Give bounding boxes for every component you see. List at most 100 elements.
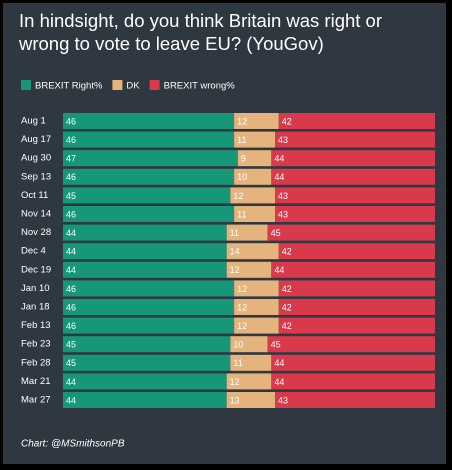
source: Chart: @MSmithsonPB bbox=[21, 439, 125, 450]
bar-segment bbox=[63, 243, 227, 260]
bar-segment bbox=[63, 317, 235, 334]
legend-label: BREXIT wrong% bbox=[164, 81, 236, 92]
legend-swatch bbox=[149, 80, 160, 90]
value-label: 10 bbox=[237, 172, 247, 182]
value-label: 12 bbox=[237, 284, 247, 294]
bar-segment bbox=[226, 392, 276, 408]
value-label: 42 bbox=[282, 116, 292, 126]
bar-segment bbox=[63, 131, 235, 148]
bar-segment bbox=[63, 206, 235, 222]
bar-segment bbox=[271, 373, 435, 390]
y-tick-label: Dec 4 bbox=[21, 246, 46, 257]
bar-segment bbox=[63, 280, 235, 297]
value-label: 45 bbox=[66, 340, 76, 350]
bar-segment bbox=[234, 280, 279, 297]
y-tick-label: Nov 14 bbox=[21, 209, 51, 220]
bar-segment bbox=[63, 354, 231, 371]
bar-segment bbox=[278, 299, 435, 315]
value-label: 11 bbox=[237, 135, 246, 145]
value-label: 11 bbox=[233, 358, 242, 368]
bar-segment bbox=[226, 373, 272, 390]
value-label: 11 bbox=[230, 228, 239, 238]
value-label: 10 bbox=[233, 340, 243, 350]
bar-segment bbox=[63, 150, 238, 167]
bar-segment bbox=[275, 206, 435, 222]
bar-segment bbox=[271, 150, 435, 167]
value-label: 42 bbox=[282, 247, 292, 257]
legend-label: DK bbox=[126, 81, 140, 92]
chart-title: In hindsight, do you think Britain was r… bbox=[19, 10, 382, 54]
value-label: 44 bbox=[66, 228, 76, 238]
value-label: 43 bbox=[278, 395, 288, 405]
bar-segment bbox=[234, 299, 279, 315]
bar-segment bbox=[63, 168, 235, 185]
value-label: 45 bbox=[66, 191, 76, 201]
bar-segment bbox=[63, 113, 235, 129]
bar-segment bbox=[63, 261, 227, 278]
y-tick-label: Aug 17 bbox=[21, 134, 51, 145]
value-label: 45 bbox=[66, 358, 76, 368]
y-tick-label: Feb 23 bbox=[21, 339, 51, 350]
value-label: 46 bbox=[66, 116, 76, 126]
bar-segment bbox=[234, 168, 272, 185]
value-label: 42 bbox=[282, 302, 292, 312]
value-label: 12 bbox=[233, 191, 243, 201]
bar-segment bbox=[230, 336, 268, 353]
value-label: 11 bbox=[237, 209, 246, 219]
y-tick-label: Feb 13 bbox=[21, 320, 51, 331]
value-label: 46 bbox=[66, 284, 76, 294]
value-label: 43 bbox=[278, 135, 288, 145]
bar-segment bbox=[271, 168, 435, 185]
value-label: 12 bbox=[237, 116, 247, 126]
y-tick-label: Nov 28 bbox=[21, 227, 51, 238]
bar-segment bbox=[230, 354, 272, 371]
y-tick-label: Sep 13 bbox=[21, 171, 51, 182]
value-label: 14 bbox=[230, 247, 240, 257]
bar-segment bbox=[275, 392, 435, 408]
value-label: 13 bbox=[230, 395, 240, 405]
bar-segment bbox=[278, 317, 435, 334]
y-tick-label: Dec 19 bbox=[21, 264, 51, 275]
bar-segment bbox=[63, 373, 227, 390]
bar-segment bbox=[278, 280, 435, 297]
value-label: 45 bbox=[271, 228, 281, 238]
value-label: 46 bbox=[66, 172, 76, 182]
bar-segment bbox=[267, 224, 435, 241]
value-label: 12 bbox=[237, 302, 247, 312]
y-tick-label: Jan 10 bbox=[21, 283, 50, 294]
bar-segment bbox=[234, 113, 279, 129]
value-label: 44 bbox=[66, 247, 76, 257]
legend-swatch bbox=[112, 80, 123, 90]
value-label: 45 bbox=[271, 340, 281, 350]
value-label: 44 bbox=[274, 358, 284, 368]
value-label: 9 bbox=[241, 154, 246, 164]
value-label: 44 bbox=[274, 377, 284, 387]
bar-segment bbox=[234, 131, 276, 148]
bar-segment bbox=[278, 113, 435, 129]
value-label: 12 bbox=[230, 265, 240, 275]
y-tick-label: Aug 1 bbox=[21, 116, 46, 127]
bar-segment bbox=[63, 392, 227, 408]
y-tick-label: Mar 21 bbox=[21, 376, 51, 387]
bar-segment bbox=[271, 261, 435, 278]
legend-label: BREXIT Right% bbox=[35, 81, 103, 92]
value-label: 43 bbox=[278, 209, 288, 219]
bar-segment bbox=[226, 224, 268, 241]
legend-swatch bbox=[21, 80, 31, 90]
bar-segment bbox=[63, 336, 231, 353]
bar-segment bbox=[237, 150, 272, 167]
bar-segment bbox=[230, 187, 276, 204]
value-label: 12 bbox=[230, 377, 240, 387]
bar-segment bbox=[271, 354, 435, 371]
y-tick-label: Oct 11 bbox=[21, 190, 48, 201]
value-label: 44 bbox=[274, 154, 284, 164]
bar-segment bbox=[275, 131, 435, 148]
y-tick-label: Jan 18 bbox=[21, 302, 50, 313]
bar-segment bbox=[267, 336, 435, 353]
value-label: 44 bbox=[274, 265, 284, 275]
bar-segment bbox=[63, 224, 227, 241]
bar-segment bbox=[275, 187, 435, 204]
value-label: 46 bbox=[66, 209, 76, 219]
